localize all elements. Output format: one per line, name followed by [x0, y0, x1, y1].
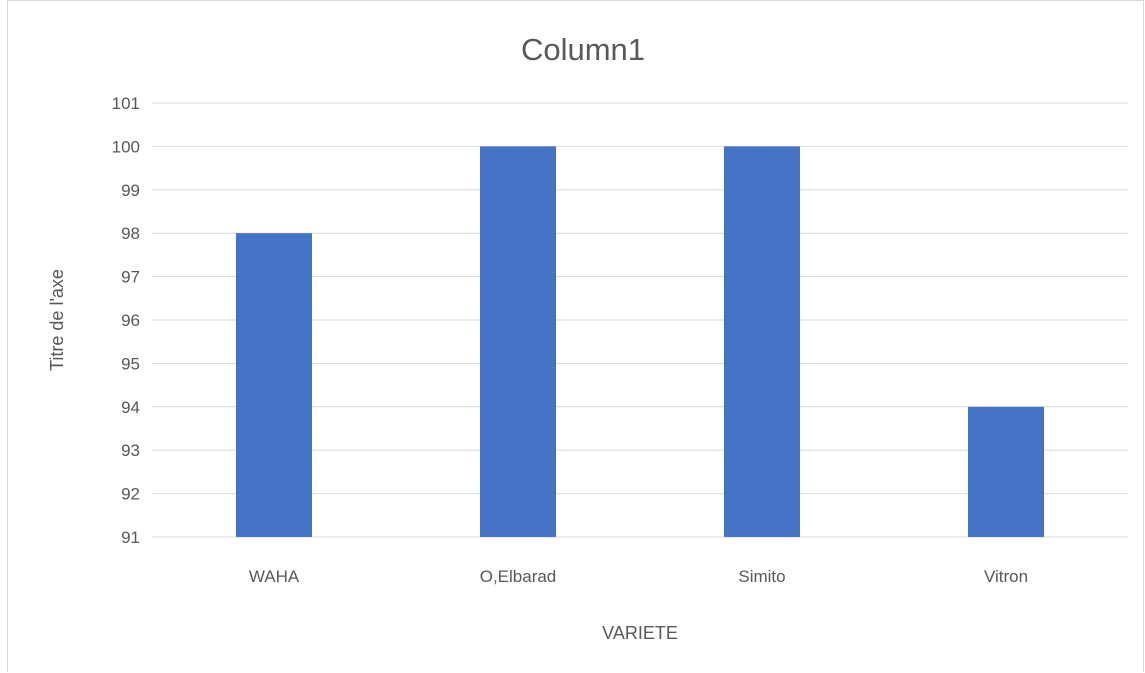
gridlines	[152, 102, 1128, 538]
x-tick-label: Vitron	[984, 567, 1028, 586]
bars	[236, 146, 1044, 537]
bar-vitron	[968, 406, 1044, 537]
bar-waha	[236, 233, 312, 537]
bar-o-elbarad	[480, 146, 556, 537]
x-axis-title: VARIETE	[602, 623, 678, 643]
y-axis-title: Titre de l'axe	[47, 269, 67, 371]
y-tick-label: 96	[121, 311, 140, 330]
y-tick-label: 97	[121, 268, 140, 287]
y-tick-label: 99	[121, 181, 140, 200]
y-tick-label: 100	[112, 137, 140, 156]
y-tick-label: 93	[121, 441, 140, 460]
y-tick-label: 94	[121, 398, 140, 417]
y-tick-label: 91	[121, 528, 140, 547]
x-axis-ticks: WAHA O,Elbarad Simito Vitron	[249, 567, 1028, 586]
bar-simito	[724, 146, 800, 537]
x-tick-label: Simito	[738, 567, 785, 586]
chart-title: Column1	[521, 32, 645, 67]
chart-frame	[7, 0, 1144, 672]
x-tick-label: O,Elbarad	[480, 567, 557, 586]
y-tick-label: 92	[121, 485, 140, 504]
y-tick-label: 101	[112, 94, 140, 113]
y-tick-label: 98	[121, 224, 140, 243]
x-tick-label: WAHA	[249, 567, 300, 586]
y-axis-ticks: 91 92 93 94 95 96 97 98 99 100 101	[112, 94, 140, 547]
y-tick-label: 95	[121, 354, 140, 373]
